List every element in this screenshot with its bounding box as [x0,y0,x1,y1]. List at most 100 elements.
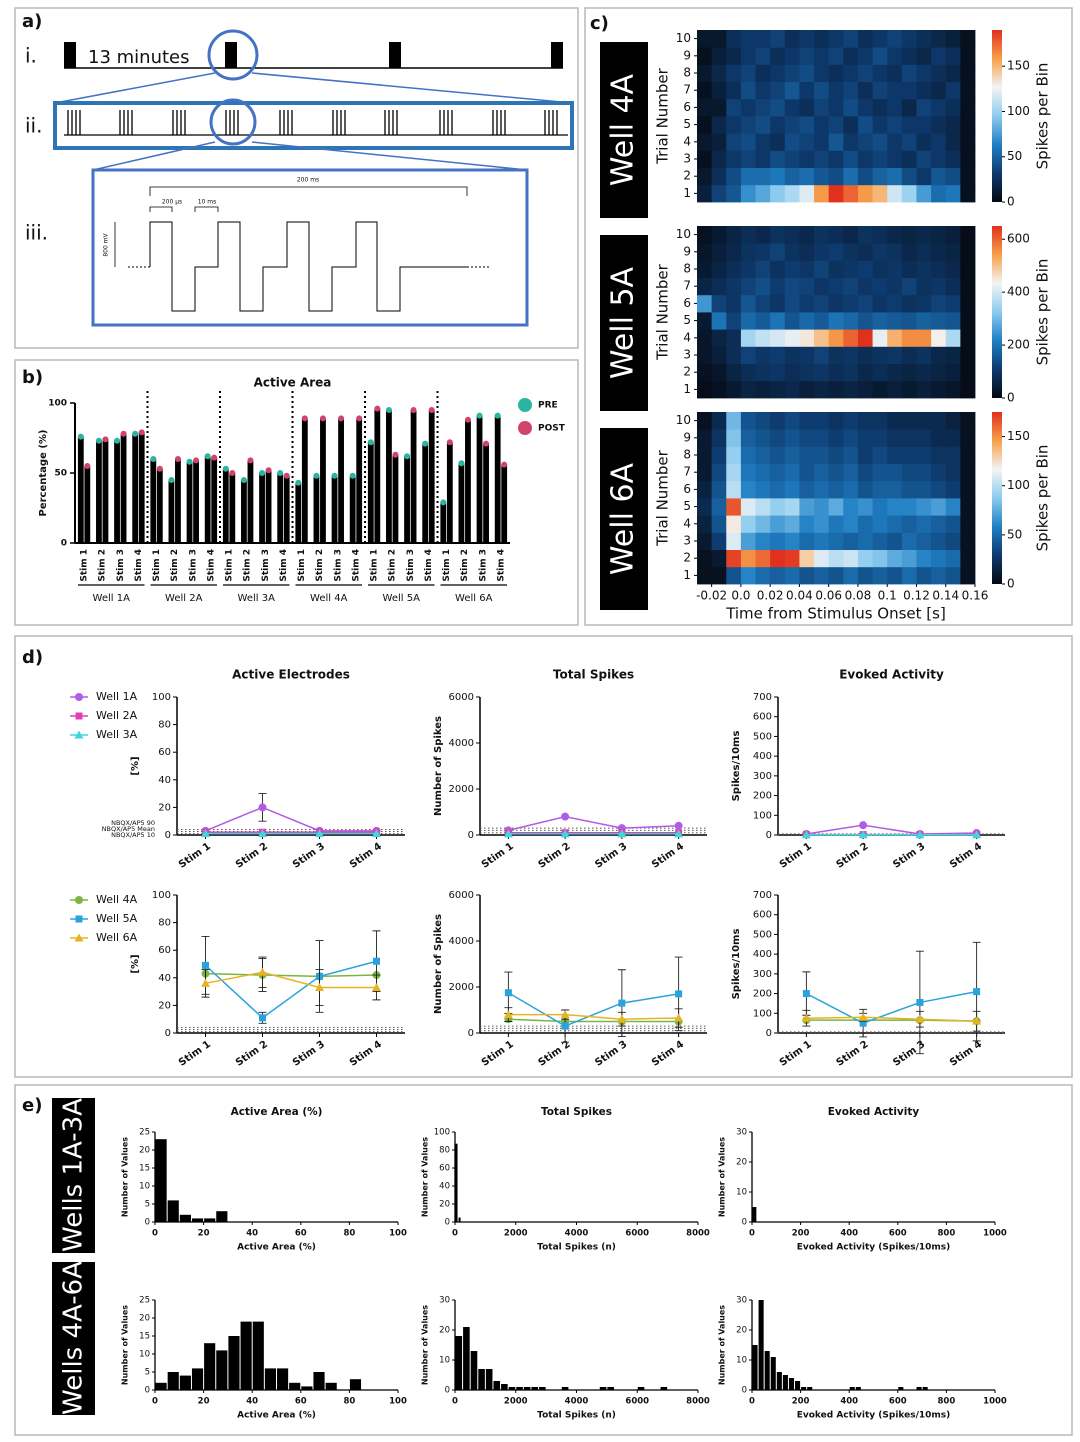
panel-label: e) [22,1095,42,1116]
bracket [149,186,468,196]
x-tick-label: 0.06 [815,589,842,603]
y-axis-label: Number of Values [121,1305,130,1385]
y-tick-label: 20 [158,802,171,813]
chart-title: Well 4A [606,73,641,186]
heatmap-cell [755,480,771,499]
histogram-bar [204,1343,216,1390]
x-tick-label: Stim 1 [80,549,90,582]
x-tick-label: Stim 2 [170,549,180,582]
heatmap-cell [799,116,815,134]
y-tick-label: 400 [753,751,772,762]
group-label: Well 4A [310,593,348,604]
heatmap-cell [945,47,961,65]
point [561,1022,569,1030]
heatmap-cell [960,480,976,499]
bar-cap [229,470,236,476]
histogram-bar [795,1381,801,1390]
y-tick-label: 20 [139,1314,150,1324]
heatmap-cell [843,532,859,550]
y-tick-label: 4 [683,516,691,530]
y-tick-label: 100 [48,399,67,409]
point [617,1014,627,1023]
y-tick-label: 0 [468,830,474,841]
heatmap-cell [740,81,756,100]
heatmap-cell [784,30,800,48]
histogram-bar [764,1351,770,1390]
heatmap-cell [843,463,859,482]
heatmap-cell [916,294,932,313]
heatmap-cell [770,429,786,447]
heatmap-cell [740,312,756,330]
histogram-bar [179,1375,191,1390]
heatmap-cell [857,133,873,151]
heatmap-cell [828,243,844,261]
heatmap-cell [697,346,713,364]
heatmap-cell [770,260,786,278]
heatmap-cell [901,346,917,364]
x-tick-label: 600 [889,1229,907,1239]
heatmap-cell [843,81,859,100]
heatmap-cell [931,363,947,382]
heatmap-cell [916,47,932,65]
heatmap-cell [901,549,917,568]
point [859,821,868,830]
series-line [205,972,377,978]
duration-label: 13 minutes [88,47,190,68]
y-tick-label: 10 [139,1350,150,1360]
pulse-block [551,42,563,68]
heatmap-cell [828,294,844,313]
y-tick-label: 7 [683,465,691,479]
heatmap-cell [916,116,932,134]
x-tick-label: 800 [938,1229,956,1239]
x-tick-label: 600 [889,1397,907,1407]
x-tick-label: Stim 4 [134,549,144,582]
heatmap-cell [697,81,713,100]
histogram-bar [155,1139,167,1222]
bar [446,442,453,543]
bar [259,473,265,543]
x-axis-label: Time from Stimulus Onset [s] [725,605,946,623]
heatmap-cell [945,116,961,134]
heatmap-cell [945,446,961,464]
y-tick-label: 4000 [449,738,474,749]
x-tick-label: Stim 4 [948,1039,984,1069]
bar-cap [319,415,326,422]
y-tick-label: 6 [683,100,691,114]
heatmap-cell [887,184,903,203]
heatmap-cell [740,47,756,65]
heatmap-cell [770,549,786,568]
point [504,989,512,997]
heatmap-cell [814,260,830,278]
heatmap-cell [726,277,742,296]
bar [320,418,326,543]
heatmap-cell [945,277,961,296]
heatmap-cell [755,294,771,313]
heatmap-cell [931,226,947,244]
y-tick-label: 0 [165,1028,171,1039]
y-tick-label: 5 [683,117,691,131]
waveform [149,221,467,312]
heatmap-cell [755,133,771,151]
bar-cap [440,499,447,506]
heatmap-cell [843,167,859,186]
histogram-bar [179,1214,191,1222]
heatmap-cell [755,329,771,347]
y-tick-label: 300 [753,969,772,980]
y-tick-label: 600 [753,910,772,921]
heatmap-cell [814,226,830,244]
heatmap-cell [843,549,859,568]
heatmap-cell [697,446,713,464]
heatmap-cell [843,412,859,430]
heatmap-cell [887,463,903,482]
histogram-bar [849,1387,855,1390]
heatmap-cell [755,515,771,533]
bar [458,463,465,543]
heatmap-cell [755,277,771,296]
heatmap-cell [857,47,873,65]
heatmap-cell [887,429,903,447]
x-tick-label: Stim 2 [315,549,325,582]
y-tick-label: 1 [683,568,691,582]
heatmap-cell [814,47,830,65]
heatmap-cell [697,150,713,168]
heatmap-cell [916,150,932,168]
